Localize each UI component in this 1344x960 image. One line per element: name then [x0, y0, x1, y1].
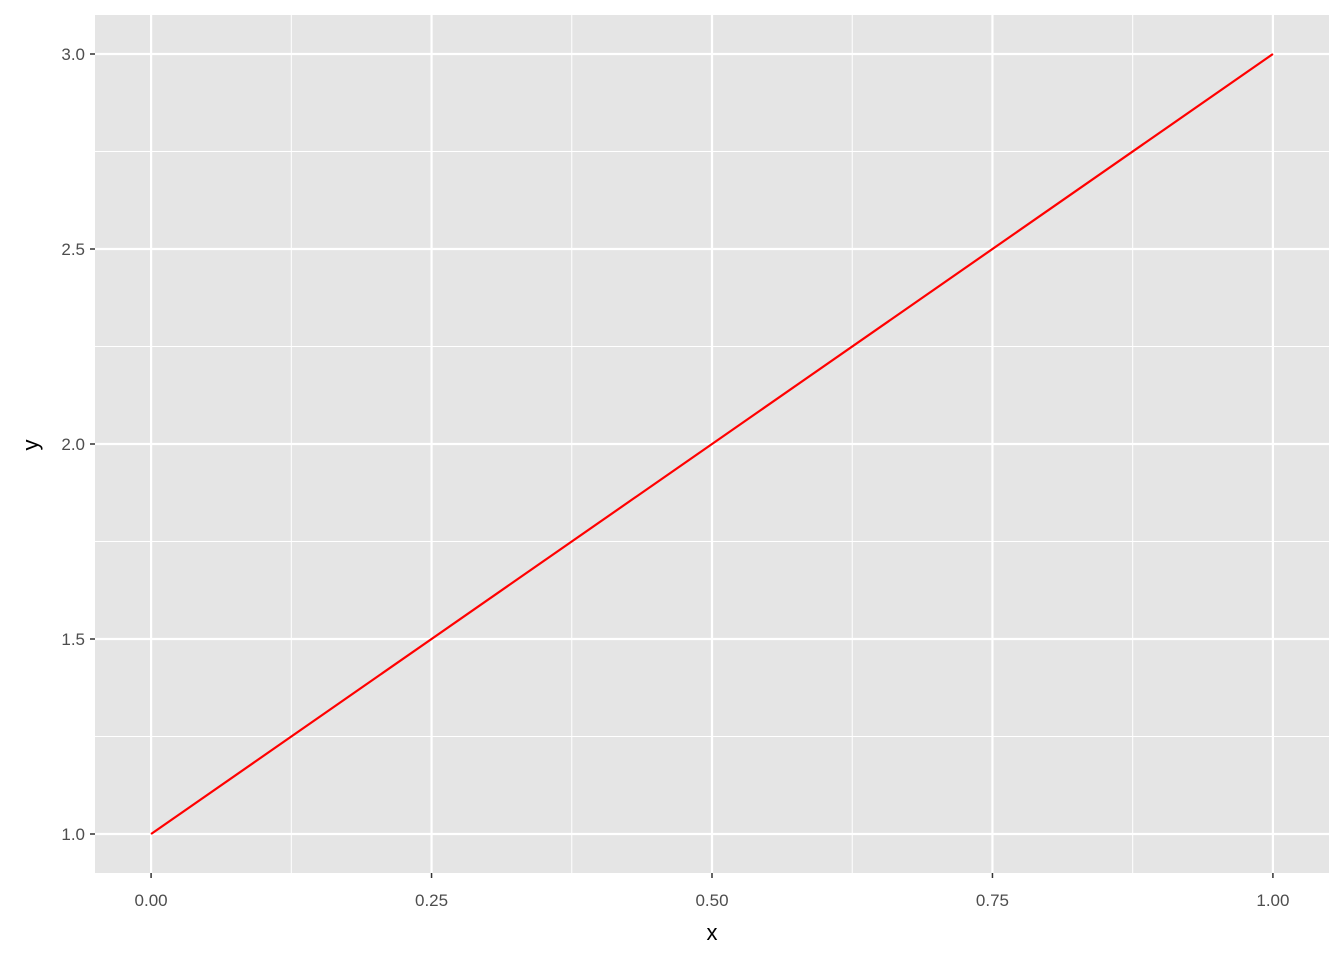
series-line — [150, 53, 1274, 835]
y-tick-label: 1.0 — [61, 825, 85, 844]
y-tick-label: 2.5 — [61, 240, 85, 259]
y-axis-title: y — [18, 440, 43, 451]
x-tick-label: 0.50 — [695, 891, 728, 910]
x-tick-label: 0.00 — [135, 891, 168, 910]
x-tick-label: 0.25 — [415, 891, 448, 910]
y-tick-label: 3.0 — [61, 45, 85, 64]
y-axis-ticks: 1.0 1.5 2.0 2.5 3.0 — [61, 45, 95, 844]
x-tick-label: 0.75 — [976, 891, 1009, 910]
series-lines — [150, 53, 1274, 835]
y-tick-label: 1.5 — [61, 630, 85, 649]
y-tick-label: 2.0 — [61, 435, 85, 454]
x-axis-title: x — [707, 920, 718, 945]
x-axis-ticks: 0.00 0.25 0.50 0.75 1.00 — [135, 873, 1289, 910]
x-tick-label: 1.00 — [1256, 891, 1289, 910]
